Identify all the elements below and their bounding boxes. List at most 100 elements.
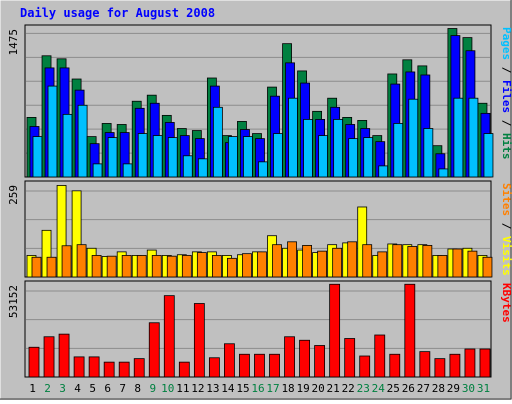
x-tick-day-12: 12 bbox=[191, 382, 204, 395]
panel-visits-sites: 259 Sites / Visits bbox=[7, 180, 512, 278]
bar-kbytes-day-1 bbox=[28, 346, 40, 378]
panel-kbytes: 53152 KBytes bbox=[7, 280, 512, 378]
x-tick-day-27: 27 bbox=[417, 382, 430, 395]
bar-visits-day-3 bbox=[56, 185, 67, 278]
bar-sites-day-26 bbox=[407, 246, 418, 278]
bar-pages-day-27 bbox=[423, 128, 434, 178]
bar-sites-day-16 bbox=[257, 251, 267, 278]
bar-pages-day-25 bbox=[393, 123, 404, 178]
bar-kbytes-day-6 bbox=[103, 361, 115, 378]
bar-pages-day-19 bbox=[303, 119, 313, 178]
bar-sites-day-17 bbox=[272, 244, 282, 278]
y-max-label: 259 bbox=[7, 185, 20, 205]
bar-kbytes-day-27 bbox=[419, 351, 431, 378]
bar-pages-day-7 bbox=[122, 163, 133, 178]
bar-sites-day-25 bbox=[392, 244, 403, 278]
legend-entry: KBytes bbox=[500, 283, 512, 323]
bar-pages-day-5 bbox=[92, 163, 103, 178]
bar-pages-day-17 bbox=[273, 133, 283, 178]
bar-pages-day-2 bbox=[47, 85, 58, 178]
bar-sites-day-20 bbox=[317, 250, 328, 278]
bar-kbytes-day-10 bbox=[163, 295, 175, 378]
x-tick-day-8: 8 bbox=[134, 382, 141, 395]
bar-pages-day-9 bbox=[152, 135, 163, 178]
bar-sites-day-27 bbox=[422, 245, 433, 278]
bar-kbytes-day-19 bbox=[299, 339, 310, 378]
bar-sites-day-4 bbox=[76, 244, 87, 278]
bar-sites-day-28 bbox=[437, 255, 448, 278]
bar-kbytes-day-4 bbox=[73, 356, 85, 378]
bar-pages-day-3 bbox=[62, 113, 73, 178]
bar-sites-day-5 bbox=[91, 255, 102, 278]
bar-pages-day-29 bbox=[453, 97, 464, 178]
bar-visits-day-4 bbox=[71, 190, 82, 278]
bar-kbytes-day-17 bbox=[269, 353, 280, 378]
bar-sites-day-2 bbox=[46, 256, 57, 278]
y-max-label: 53152 bbox=[7, 285, 20, 318]
bar-kbytes-day-24 bbox=[374, 334, 386, 378]
bar-sites-day-8 bbox=[136, 255, 147, 278]
bar-kbytes-day-25 bbox=[389, 353, 401, 378]
bar-pages-day-18 bbox=[288, 97, 298, 178]
bar-sites-day-24 bbox=[377, 251, 388, 278]
bar-sites-day-22 bbox=[347, 241, 358, 278]
bar-sites-day-15 bbox=[242, 253, 252, 278]
bar-kbytes-day-8 bbox=[133, 358, 145, 378]
bar-pages-day-1 bbox=[32, 136, 43, 178]
bar-pages-day-28 bbox=[438, 168, 449, 178]
x-tick-day-18: 18 bbox=[281, 382, 294, 395]
bar-pages-day-15 bbox=[243, 136, 253, 178]
bar-visits-day-23 bbox=[357, 206, 368, 278]
x-tick-day-25: 25 bbox=[387, 382, 400, 395]
x-tick-day-21: 21 bbox=[327, 382, 340, 395]
legend-entry: / bbox=[500, 216, 512, 236]
bar-kbytes-day-28 bbox=[434, 358, 446, 378]
bar-pages-day-23 bbox=[363, 137, 374, 178]
x-tick-day-11: 11 bbox=[176, 382, 189, 395]
bar-kbytes-day-18 bbox=[284, 336, 295, 378]
bar-kbytes-day-31 bbox=[479, 348, 491, 378]
x-tick-day-1: 1 bbox=[29, 382, 36, 395]
bar-kbytes-day-21 bbox=[329, 283, 341, 378]
x-tick-day-23: 23 bbox=[357, 382, 370, 395]
x-tick-day-15: 15 bbox=[236, 382, 249, 395]
x-tick-day-19: 19 bbox=[296, 382, 309, 395]
bar-sites-day-9 bbox=[151, 255, 162, 278]
bar-pages-day-13 bbox=[212, 106, 223, 178]
x-tick-day-28: 28 bbox=[432, 382, 445, 395]
y-max-label: 1475 bbox=[7, 29, 20, 56]
x-tick-day-30: 30 bbox=[462, 382, 475, 395]
bar-pages-day-6 bbox=[107, 137, 118, 178]
x-tick-day-3: 3 bbox=[59, 382, 66, 395]
legend-entry: / bbox=[500, 113, 512, 133]
x-tick-day-5: 5 bbox=[89, 382, 96, 395]
legend-entry: Hits bbox=[500, 133, 512, 160]
bar-pages-day-11 bbox=[182, 155, 193, 178]
bar-kbytes-day-30 bbox=[464, 348, 476, 378]
bar-sites-day-30 bbox=[467, 250, 478, 278]
bar-kbytes-day-12 bbox=[193, 303, 205, 378]
legend-entry: Visits bbox=[500, 236, 512, 276]
bar-sites-day-19 bbox=[302, 245, 312, 278]
bar-pages-day-20 bbox=[318, 135, 329, 178]
bar-kbytes-day-22 bbox=[344, 338, 356, 378]
x-tick-day-14: 14 bbox=[221, 382, 235, 395]
x-tick-day-20: 20 bbox=[312, 382, 325, 395]
x-tick-day-9: 9 bbox=[149, 382, 156, 395]
bar-pages-day-12 bbox=[197, 158, 208, 178]
bar-kbytes-day-29 bbox=[449, 353, 461, 378]
bar-pages-day-21 bbox=[333, 119, 344, 178]
bar-pages-day-4 bbox=[77, 104, 88, 178]
x-tick-day-22: 22 bbox=[342, 382, 355, 395]
bar-sites-day-6 bbox=[106, 255, 117, 278]
bar-pages-day-22 bbox=[348, 138, 359, 178]
bar-pages-day-8 bbox=[137, 133, 148, 178]
bar-kbytes-day-11 bbox=[178, 361, 190, 378]
panel-hits-files-pages: 1475 Pages / Files / Hits bbox=[7, 24, 512, 178]
legend-entry: / bbox=[500, 60, 512, 80]
bar-kbytes-day-23 bbox=[359, 355, 371, 378]
x-tick-day-10: 10 bbox=[161, 382, 174, 395]
bar-sites-day-31 bbox=[482, 256, 493, 278]
